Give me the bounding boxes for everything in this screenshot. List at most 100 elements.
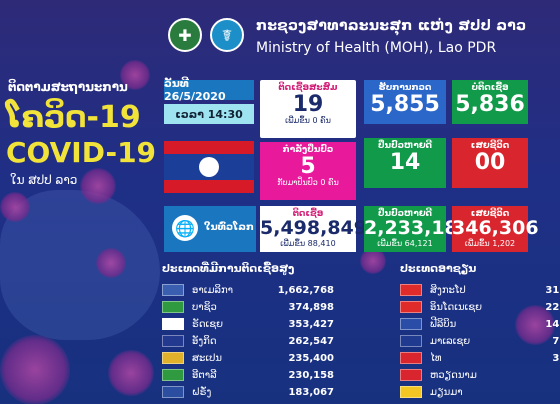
treat-sub: ກັບມາປິ່ນປົວ 0 ຄົນ (277, 178, 339, 188)
country-flag-icon (400, 318, 422, 330)
covid-title-en: COVID-19 (6, 136, 157, 169)
virus-icon (108, 350, 154, 396)
recov-label: ປິ່ນປົວຫາຍດີ (377, 141, 433, 151)
neg-value: 5,836 (455, 92, 525, 117)
title-line: ຕິດຕາມສະຖານະການ (8, 80, 128, 94)
list-item: ອາເມລິກາ 1,662,768 (162, 282, 334, 298)
list-item: ຟີລິບິນ 14,319 (400, 316, 560, 332)
virus-icon (96, 248, 126, 278)
virus-icon (0, 192, 30, 222)
country-name: ບາຊິວ (192, 301, 217, 313)
country-cases: 31,960 (545, 284, 560, 296)
world-rec-value: 2,233,180 (364, 217, 471, 239)
total-sub: ເພີ່ມຂຶ້ນ 0 ຄົນ (285, 116, 331, 126)
country-cases: 14,319 (545, 318, 560, 330)
card-world-confirmed: ຕິດເຊື້ອ 5,498,849 ເພີ່ມຂຶ້ນ 88,410 (260, 206, 367, 252)
world-list-title: ປະເທດທີ່ມີການຕິດເຊື້ອສູງ (162, 262, 295, 275)
globe-icon: 🌐 (172, 215, 198, 241)
tested-label: ຮັບການກວດ (378, 83, 432, 93)
world-conf-sub: ເພີ່ມຂຶ້ນ 88,410 (280, 238, 336, 248)
list-item: ມຽນມາ 203 (400, 384, 560, 400)
world-conf-label: ຕິດເຊື້ອ (292, 209, 324, 219)
recov-value: 14 (389, 150, 421, 175)
list-item: ອິນໂດເນເຊຍ 22,750 (400, 299, 560, 315)
country-cases: 262,547 (288, 335, 334, 347)
card-negative: ບໍ່ຕິດເຊື້ອ 5,836 (452, 80, 528, 124)
country-cases: 1,662,768 (277, 284, 334, 296)
country-name: ມາເລເຊຍ (430, 335, 471, 347)
ministry-name-en: Ministry of Health (MOH), Lao PDR (256, 40, 497, 56)
country-flag-icon (400, 369, 422, 381)
tested-value: 5,855 (370, 92, 440, 117)
death-value: 00 (474, 150, 506, 175)
country-cases: 3,045 (552, 352, 560, 364)
list-item: ຣັດເຊຍ 353,427 (162, 316, 334, 332)
ministry-emblem-icon: ✚ (168, 18, 202, 52)
country-name: ມຽນມາ (430, 386, 463, 398)
country-cases: 7,417 (552, 335, 560, 347)
virus-icon (515, 305, 555, 345)
ministry-seal-icon: ☤ (210, 18, 244, 52)
country-name: ຝຣັ່ງ (192, 386, 212, 398)
country-name: ອີຕາລີ (192, 369, 217, 381)
country-cases: 326 (522, 370, 560, 381)
country-flag-icon (400, 386, 422, 398)
world-dea-sub: ເພີ່ມຂຶ້ນ 1,202 (464, 238, 516, 248)
country-name: ສະເປນ (192, 352, 222, 364)
country-flag-icon (400, 301, 422, 313)
country-cases: 230,158 (288, 369, 334, 381)
country-label: ໃນ ສປປ ລາວ (10, 173, 78, 187)
card-world-recovered: ປິ່ນປົວຫາຍດີ 2,233,180 ເພີ່ມຂຶ້ນ 64,121 (364, 206, 471, 252)
country-name: ຟີລິບິນ (430, 318, 457, 330)
virus-icon (80, 168, 116, 204)
country-cases: 22,750 (545, 301, 560, 313)
country-flag-icon (162, 335, 184, 347)
neg-label: ບໍ່ຕິດເຊື້ອ (471, 83, 509, 93)
country-name: ຣັດເຊຍ (192, 318, 223, 330)
country-flag-icon (162, 318, 184, 330)
country-cases: 374,898 (288, 301, 334, 313)
treat-label: ກຳລັງປິ່ນປົວ (282, 145, 334, 155)
list-item: ໄທ 3,045 (400, 350, 560, 366)
country-name: ອິນໂດເນເຊຍ (430, 301, 483, 313)
country-name: ສິງກະໂປ (430, 284, 466, 296)
ministry-name-lao: ກະຊວງສາທາລະນະສຸກ ແຫ່ງ ສປປ ລາວ (256, 18, 527, 34)
country-name: ຫວຽດນາມ (430, 369, 477, 381)
list-item: ຝຣັ່ງ 183,067 (162, 384, 334, 400)
card-tested: ຮັບການກວດ 5,855 (364, 80, 446, 124)
country-flag-icon (400, 284, 422, 296)
country-cases: 235,400 (288, 352, 334, 364)
asean-list-title: ປະເທດອາຊຽນ (400, 262, 477, 275)
country-name: ໄທ (430, 352, 442, 364)
total-label: ຕິດເຊື້ອສະສົມ (278, 83, 338, 93)
country-flag-icon (162, 352, 184, 364)
country-name: ອາເມລິກາ (192, 284, 234, 296)
world-label: ໃນທົ່ວໂລກ (204, 222, 254, 233)
list-item: ສິງກະໂປ 31,960 (400, 282, 560, 298)
country-cases: 353,427 (288, 318, 334, 330)
world-conf-value: 5,498,849 (260, 217, 367, 239)
world-rec-sub: ເພີ່ມຂຶ້ນ 64,121 (377, 238, 433, 248)
country-name: ອັງກິດ (192, 335, 217, 347)
country-cases: 203 (522, 387, 560, 398)
country-flag-icon (162, 369, 184, 381)
country-flag-icon (162, 284, 184, 296)
country-flag-icon (162, 386, 184, 398)
virus-icon (120, 60, 150, 90)
card-recovered: ປິ່ນປົວຫາຍດີ 14 (364, 138, 446, 188)
list-item: ມາເລເຊຍ 7,417 (400, 333, 560, 349)
world-rec-label: ປິ່ນປົວຫາຍດີ (377, 209, 433, 219)
list-item: ຫວຽດນາມ 326 (400, 367, 560, 383)
list-item: ສະເປນ 235,400 (162, 350, 334, 366)
country-flag-icon (400, 352, 422, 364)
country-flag-icon (162, 301, 184, 313)
covid-title-lao: ໂຄວິດ-19 (6, 100, 141, 135)
treat-value: 5 (300, 154, 316, 179)
card-total-cases: ຕິດເຊື້ອສະສົມ 19 ເພີ່ມຂຶ້ນ 0 ຄົນ (260, 80, 356, 138)
card-world-deaths: ເສຍຊີວິດ 346,306 ເພີ່ມຂຶ້ນ 1,202 (452, 206, 539, 252)
card-deaths: ເສຍຊີວິດ 00 (452, 138, 528, 188)
virus-icon (0, 335, 70, 404)
death-label: ເສຍຊີວິດ (470, 141, 510, 151)
date-label: ວັນທີ 26/5/2020 (164, 77, 254, 103)
laos-flag-icon (164, 141, 254, 193)
